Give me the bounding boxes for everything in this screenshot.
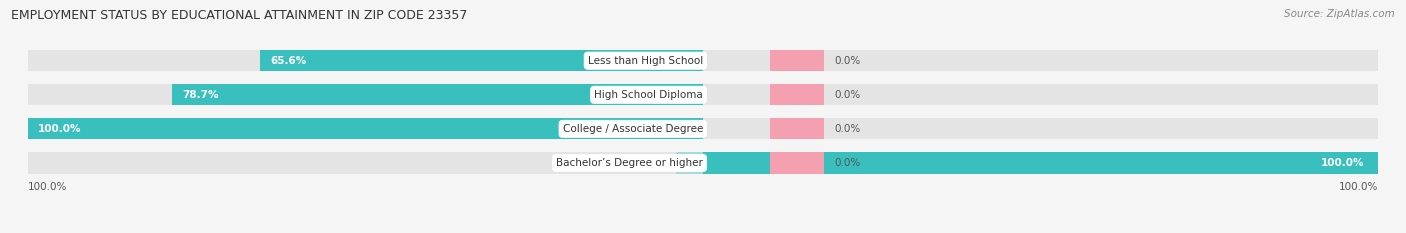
Text: 0.0%: 0.0% (835, 158, 860, 168)
Bar (28, 118, 703, 140)
Bar (703, 152, 1378, 174)
Bar (676, 152, 703, 174)
Text: 100.0%: 100.0% (1339, 182, 1378, 192)
Text: 100.0%: 100.0% (1320, 158, 1364, 168)
Text: Less than High School: Less than High School (588, 56, 703, 66)
Text: Source: ZipAtlas.com: Source: ZipAtlas.com (1284, 9, 1395, 19)
Text: 65.6%: 65.6% (270, 56, 307, 66)
Text: High School Diploma: High School Diploma (595, 90, 703, 100)
Bar (770, 50, 824, 71)
Bar (770, 118, 824, 140)
Bar (770, 84, 824, 105)
Bar (703, 84, 1378, 105)
Bar (172, 84, 703, 105)
Bar (28, 152, 703, 174)
Bar (260, 50, 703, 71)
Text: College / Associate Degree: College / Associate Degree (562, 124, 703, 134)
Bar (770, 152, 824, 174)
Bar (703, 118, 1378, 140)
Text: 0.0%: 0.0% (643, 158, 669, 168)
Text: 0.0%: 0.0% (835, 124, 860, 134)
Text: Bachelor’s Degree or higher: Bachelor’s Degree or higher (557, 158, 703, 168)
Text: 100.0%: 100.0% (28, 182, 67, 192)
Text: 0.0%: 0.0% (835, 90, 860, 100)
Bar (703, 50, 1378, 71)
Bar (703, 152, 1378, 174)
Text: 100.0%: 100.0% (38, 124, 82, 134)
Text: 0.0%: 0.0% (835, 56, 860, 66)
Bar (28, 84, 703, 105)
Bar (28, 118, 703, 140)
Bar (28, 50, 703, 71)
Text: EMPLOYMENT STATUS BY EDUCATIONAL ATTAINMENT IN ZIP CODE 23357: EMPLOYMENT STATUS BY EDUCATIONAL ATTAINM… (11, 9, 468, 22)
Text: 78.7%: 78.7% (181, 90, 218, 100)
